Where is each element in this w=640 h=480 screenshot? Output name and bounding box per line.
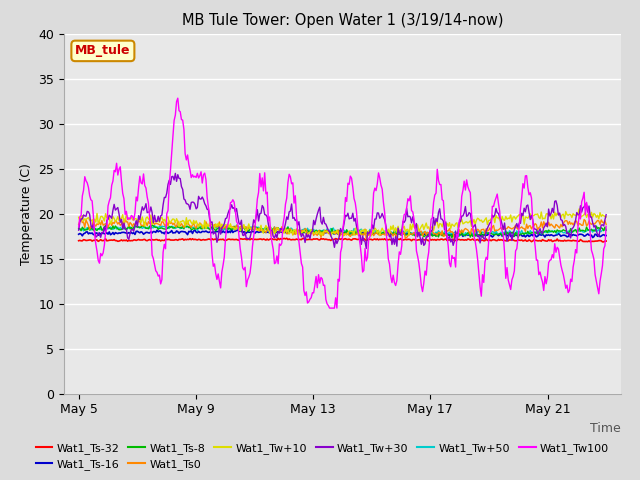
Title: MB Tule Tower: Open Water 1 (3/19/14-now): MB Tule Tower: Open Water 1 (3/19/14-now… bbox=[182, 13, 503, 28]
Text: MB_tule: MB_tule bbox=[75, 44, 131, 58]
Legend: Wat1_Ts-32, Wat1_Ts-16, Wat1_Ts-8, Wat1_Ts0, Wat1_Tw+10, Wat1_Tw+30, Wat1_Tw+50,: Wat1_Ts-32, Wat1_Ts-16, Wat1_Ts-8, Wat1_… bbox=[31, 438, 614, 474]
Y-axis label: Temperature (C): Temperature (C) bbox=[20, 163, 33, 264]
Text: Time: Time bbox=[590, 422, 621, 435]
